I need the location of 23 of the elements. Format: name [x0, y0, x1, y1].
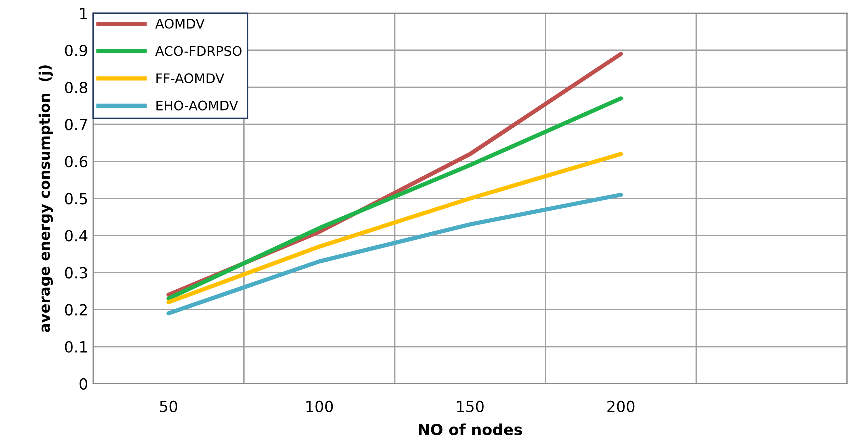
x-tick-label: 50 — [160, 400, 178, 412]
line-series — [166, 192, 624, 316]
legend-label: ACO-FDRPSO — [156, 46, 242, 56]
x-tick-label: 100 — [306, 400, 334, 412]
x-tick-label: 150 — [457, 400, 484, 412]
legend-label: AOMDV — [156, 18, 205, 29]
y-tick-label: 1 — [80, 8, 88, 20]
y-tick-label: 0 — [80, 378, 88, 390]
line-series — [166, 152, 624, 305]
legend-label: FF-AOMDV — [156, 74, 224, 84]
y-tick-label: 0.5 — [65, 193, 88, 205]
y-tick-label: 0.4 — [65, 230, 88, 242]
y-tick-label: 0.7 — [65, 119, 88, 131]
y-axis-title: average energy consumption (j) — [38, 66, 54, 332]
x-axis-title: NO of nodes — [419, 424, 522, 436]
y-tick-label: 0.9 — [65, 44, 88, 57]
legend-label: EHO-AOMDV — [156, 100, 238, 111]
y-tick-label: 0.3 — [65, 267, 88, 279]
x-tick-label: 200 — [608, 400, 635, 412]
y-tick-label: 0.6 — [65, 156, 88, 168]
y-tick-label: 0.1 — [65, 341, 88, 353]
y-tick-label: 0.8 — [65, 82, 88, 94]
y-tick-label: 0.2 — [65, 304, 87, 316]
